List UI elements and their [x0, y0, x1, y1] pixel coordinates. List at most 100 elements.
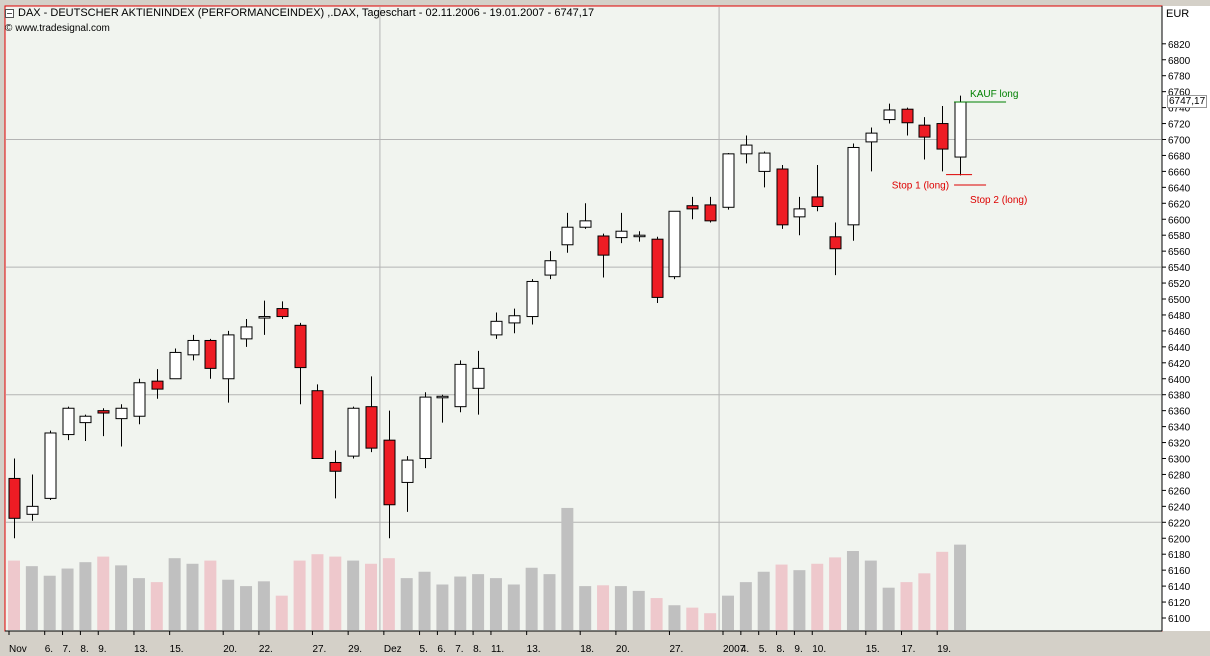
y-tick-label: 6120	[1168, 598, 1191, 609]
candle-body	[294, 324, 307, 369]
candle-body	[187, 339, 200, 356]
last-price-label: 6747,17	[1167, 95, 1208, 109]
y-tick-label: 6240	[1168, 502, 1191, 513]
y-tick-label: 6220	[1168, 518, 1191, 529]
y-tick-label: 6440	[1168, 343, 1191, 354]
candle-body	[133, 382, 146, 417]
candle-body	[561, 226, 574, 246]
x-tick-label: 20.	[223, 644, 237, 655]
candle-body	[472, 367, 485, 389]
candle-body	[668, 210, 681, 278]
y-tick-label: 6640	[1168, 183, 1191, 194]
candle-body	[847, 146, 860, 226]
x-tick-label: 19.	[937, 644, 951, 655]
volume-bar	[115, 565, 128, 630]
candle-body	[8, 477, 21, 519]
y-tick-label: 6600	[1168, 215, 1191, 226]
y-tick-label: 6300	[1168, 455, 1191, 466]
x-tick-label: 7.	[455, 644, 463, 655]
volume-bar	[400, 578, 413, 630]
volume-bar	[222, 579, 235, 630]
window-icon[interactable]	[5, 8, 14, 18]
y-tick-label: 6420	[1168, 359, 1191, 370]
y-tick-label: 6380	[1168, 391, 1191, 402]
volume-bar	[739, 582, 752, 630]
x-tick-label: 22.	[259, 644, 273, 655]
candle-body	[365, 406, 378, 449]
volume-bar	[936, 551, 949, 630]
volume-bar	[686, 607, 699, 630]
candle-body	[954, 101, 967, 158]
signal-label: Stop 1 (long)	[892, 181, 949, 192]
volume-bar	[811, 563, 824, 630]
volume-bar	[793, 570, 806, 630]
x-tick-label: 18.	[580, 644, 594, 655]
volume-bar	[650, 598, 663, 630]
volume-bar	[829, 557, 842, 630]
x-tick-label: 27.	[312, 644, 326, 655]
candle-body	[79, 415, 92, 424]
candle-body	[722, 153, 735, 208]
x-tick-label: 9.	[794, 644, 802, 655]
volume-bar	[614, 586, 627, 630]
volume-bar	[954, 544, 967, 630]
volume-bar	[382, 558, 395, 630]
candle-body	[526, 280, 539, 318]
volume-bar	[43, 575, 56, 630]
x-tick-label: 8.	[80, 644, 88, 655]
y-tick-label: 6580	[1168, 231, 1191, 242]
volume-bar	[668, 605, 681, 630]
x-tick-label: 8.	[473, 644, 481, 655]
signal-label: KAUF long	[970, 89, 1018, 100]
y-tick-label: 6280	[1168, 470, 1191, 481]
candle-body	[401, 459, 414, 483]
volume-bar	[846, 551, 859, 630]
volume-bar	[293, 560, 306, 630]
candle-body	[436, 395, 449, 399]
volume-bar	[257, 581, 270, 630]
source-url[interactable]: www.tradesignal.com	[15, 23, 110, 34]
y-tick-label: 6360	[1168, 407, 1191, 418]
y-tick-label: 6740	[1168, 104, 1191, 115]
candle-body	[204, 339, 217, 369]
y-tick-label: 6100	[1168, 614, 1191, 625]
volume-bar	[525, 567, 538, 630]
volume-bar	[543, 574, 556, 630]
candle-body	[686, 205, 699, 210]
candle-body	[44, 432, 57, 499]
candle-body	[276, 308, 289, 318]
candle-body	[740, 144, 753, 155]
candle-body	[776, 168, 789, 226]
volume-bar	[579, 586, 592, 630]
volume-bar	[918, 573, 931, 630]
x-tick-label: 6.	[45, 644, 53, 655]
volume-bar	[240, 586, 253, 630]
candle-body	[793, 208, 806, 218]
volume-bar	[882, 587, 895, 630]
volume-bar	[347, 560, 360, 630]
x-tick-label: 13.	[134, 644, 148, 655]
candle-body	[811, 196, 824, 207]
price-axis-area	[1162, 6, 1210, 631]
candle-body	[258, 316, 271, 319]
y-tick-label: 6400	[1168, 375, 1191, 386]
candle-body	[383, 439, 396, 506]
x-tick-label: 11.	[491, 644, 504, 655]
volume-bar	[204, 560, 217, 630]
candle-body	[936, 123, 949, 150]
volume-bar	[436, 584, 449, 630]
candle-body	[151, 380, 164, 390]
currency-label: EUR	[1166, 8, 1190, 20]
y-tick-label: 6700	[1168, 136, 1191, 147]
x-tick-label: 4.	[741, 644, 749, 655]
signal-label: Stop 2 (long)	[970, 195, 1027, 206]
y-tick-label: 6760	[1168, 88, 1191, 99]
y-tick-label: 6680	[1168, 151, 1191, 162]
y-tick-label: 6480	[1168, 311, 1191, 322]
x-tick-label: 2007	[723, 644, 746, 655]
candle-body	[544, 260, 557, 276]
candle-body	[311, 390, 324, 459]
y-tick-label: 6140	[1168, 582, 1191, 593]
candle-body	[240, 326, 253, 340]
